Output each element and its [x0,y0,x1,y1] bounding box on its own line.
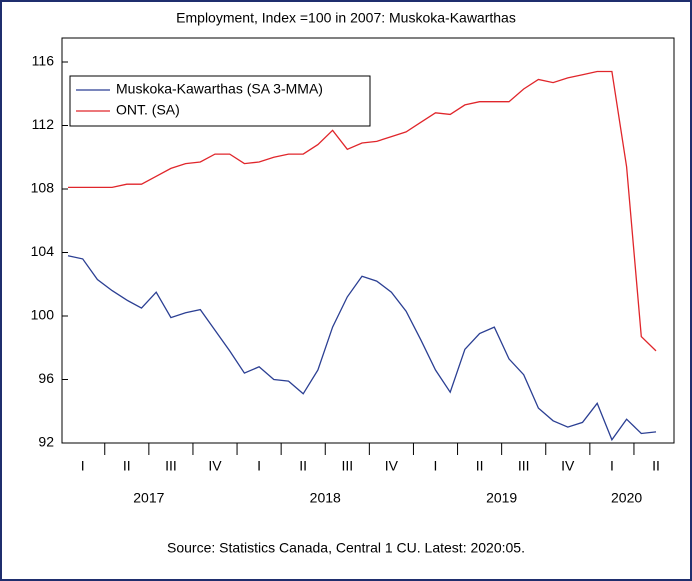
year-label: 2018 [310,490,341,506]
plot-box [61,37,675,444]
chart-title: Employment, Index =100 in 2007: Muskoka-… [176,10,516,26]
x-tick-label: IV [385,458,399,474]
x-tick-label: II [652,458,660,474]
year-label: 2019 [486,490,517,506]
year-label: 2020 [611,490,642,506]
y-tick-label: 112 [32,116,55,132]
series-line [68,70,657,352]
series-line [67,255,657,442]
y-tick-label: 104 [31,243,55,259]
legend-label: ONT. (SA) [116,102,180,118]
x-tick-label: III [165,458,177,474]
y-tick-label: 100 [31,307,55,323]
legend-box [69,75,371,127]
x-tick-label: IV [561,458,575,474]
y-tick-label: 92 [38,434,54,450]
x-tick-label: III [341,458,353,474]
x-tick-label: I [434,458,438,474]
y-tick-label: 96 [38,370,54,386]
x-tick-label: III [518,458,530,474]
x-tick-label: II [476,458,484,474]
legend-label: Muskoka-Kawarthas (SA 3-MMA) [116,81,323,97]
y-tick-label: 116 [32,53,55,69]
x-tick-label: II [123,458,131,474]
year-label: 2017 [133,490,164,506]
x-tick-label: II [299,458,307,474]
y-tick-label: 108 [31,180,55,196]
x-tick-label: I [610,458,614,474]
x-tick-label: I [81,458,85,474]
source-note: Source: Statistics Canada, Central 1 CU.… [167,540,525,556]
x-tick-label: I [257,458,261,474]
x-tick-label: IV [208,458,222,474]
